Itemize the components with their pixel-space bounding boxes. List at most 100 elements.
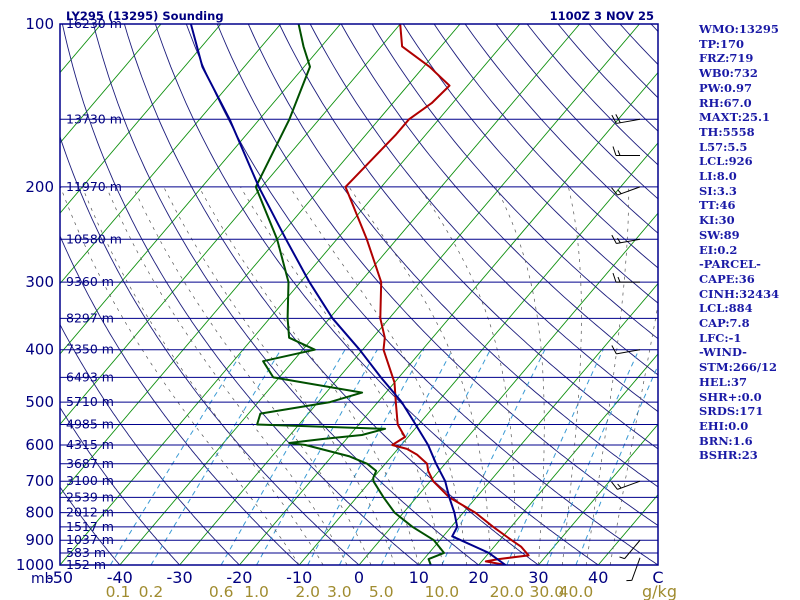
mixing-ratio-label: 3.0	[327, 583, 352, 600]
index-row: SW:89	[699, 227, 740, 242]
index-row: PW:0.97	[699, 80, 753, 95]
mixing-ratio-label: 0.6	[209, 583, 234, 600]
index-row: STM:266/12	[699, 360, 778, 375]
mixing-ratio-label: 0.1	[106, 583, 131, 600]
index-row: CINH:32434	[699, 286, 780, 301]
index-row: BRN:1.6	[699, 433, 753, 448]
height-label: 10580 m	[66, 231, 122, 246]
plot-frame	[59, 23, 659, 566]
height-label: 7350 m	[66, 342, 114, 357]
moist-adiabat-line	[240, 186, 444, 565]
mixing-ratio-label: 5.0	[369, 583, 394, 600]
index-row: CAP:7.8	[699, 316, 750, 331]
index-row: KI:30	[699, 213, 735, 228]
height-label: 9360 m	[66, 274, 114, 289]
index-row: TT:46	[699, 198, 736, 213]
temperature-tick-labels: -50 -40 -30 -20 -10 0 10 20 30 40 C	[47, 568, 664, 587]
index-row: SI:3.3	[699, 183, 737, 198]
pressure-axis-label: mb	[31, 571, 54, 587]
temperature-profile	[344, 24, 530, 565]
height-label: 3687 m	[66, 456, 114, 471]
height-label: 583 m	[66, 545, 106, 560]
wind-barb-half-flag	[617, 150, 621, 156]
wind-barb-half-flag	[619, 556, 625, 560]
pressure-label: 300	[25, 273, 54, 291]
isotherm-line	[179, 24, 640, 565]
pressure-label: 600	[25, 436, 54, 454]
height-label: 3100 m	[66, 473, 114, 488]
index-row: L57:5.5	[699, 139, 748, 154]
wind-barb-flag	[612, 146, 617, 156]
isotherm-line	[298, 142, 658, 565]
isotherm-line	[60, 24, 222, 214]
index-row: CAPE:36	[699, 271, 755, 286]
moist-adiabat-line	[163, 186, 396, 565]
pressure-label: 500	[25, 393, 54, 411]
index-row: EHI:0.0	[699, 418, 749, 433]
temperature-tick-label: 10	[409, 568, 429, 587]
height-label: 5710 m	[66, 394, 114, 409]
wind-barb-flag	[612, 272, 617, 283]
wind-barb-flag	[611, 234, 617, 244]
isotherm-line	[60, 24, 401, 425]
index-row: LI:8.0	[699, 169, 737, 184]
isotherm-line	[119, 24, 580, 565]
isotherm-line	[60, 24, 341, 355]
index-row: WMO:13295	[699, 22, 779, 36]
wind-barbs	[611, 114, 641, 582]
temperature-tick-label: 0	[354, 568, 364, 587]
mixing-ratio-label: 40.0	[559, 583, 594, 600]
wind-barb-staff	[631, 557, 641, 581]
height-label: 2012 m	[66, 505, 114, 520]
moist-adiabat-line	[105, 186, 348, 565]
index-row: BSHR:23	[699, 448, 758, 463]
height-label: 16230 m	[66, 16, 122, 31]
height-label: 4985 m	[66, 417, 114, 432]
pressure-label: 1000	[16, 556, 54, 574]
wind-barb	[611, 234, 641, 244]
temperature-tick-label: 30	[528, 568, 548, 587]
pressure-label: 200	[25, 178, 54, 196]
wind-barb	[626, 557, 641, 582]
height-label: 6493 m	[66, 369, 114, 384]
plot-background	[60, 24, 658, 565]
wind-barb	[611, 114, 641, 124]
mixing-ratio-label: 10.0	[425, 583, 460, 600]
mixing-ratio-units: g/kg	[642, 582, 677, 600]
wind-barb	[611, 480, 641, 490]
temperature-tick-label: -50	[47, 568, 73, 587]
height-label: 8297 m	[66, 310, 114, 325]
pressure-labels: 100 200 300 400 500 600 700 800 900 1000	[16, 15, 54, 574]
isotherm-line	[538, 423, 658, 565]
isotherm-line	[358, 212, 658, 565]
temperature-tick-label: -10	[286, 568, 312, 587]
index-row: FRZ:719	[699, 51, 754, 66]
index-row: HEL:37	[699, 374, 747, 389]
index-row: SHR+:0.0	[699, 389, 762, 404]
index-row: MAXT:25.1	[699, 110, 770, 125]
mixing-ratio-label: 30.0	[530, 583, 565, 600]
pressure-label: 800	[25, 504, 54, 522]
temperature-tick-label: 20	[468, 568, 488, 587]
isotherm-line	[60, 24, 281, 285]
mixing-ratio-labels: 0.1 0.2 0.6 1.0 2.0 3.0 5.0 10.0 20.0 30.040.0	[106, 583, 594, 600]
index-row: LCL:884	[699, 301, 753, 316]
pressure-label: 100	[25, 15, 54, 33]
height-label: 1517 m	[66, 519, 114, 534]
isotherm-line	[239, 71, 658, 565]
dewpoint-profile	[254, 24, 445, 565]
wind-barb-half-flag	[617, 483, 622, 489]
wind-barb-half-flag	[617, 189, 622, 195]
stability-indices-panel: WMO:13295 TP:170 FRZ:719 WB0:732 PW:0.97 RH:6…	[699, 22, 799, 463]
wind-barb	[612, 146, 640, 156]
wind-barb-flag	[611, 187, 618, 196]
moist-adiabat-line	[60, 186, 300, 565]
index-row: LFC:-1	[699, 330, 742, 345]
index-row: TP:170	[699, 36, 745, 51]
index-row: RH:67.0	[699, 95, 752, 110]
wind-barb	[611, 345, 641, 355]
wind-barb-staff	[624, 539, 641, 559]
height-labels: 16230 m 13730 m 11970 m 10580 m 9360 m 8297 m…	[66, 16, 122, 572]
height-label: 11970 m	[66, 179, 122, 194]
